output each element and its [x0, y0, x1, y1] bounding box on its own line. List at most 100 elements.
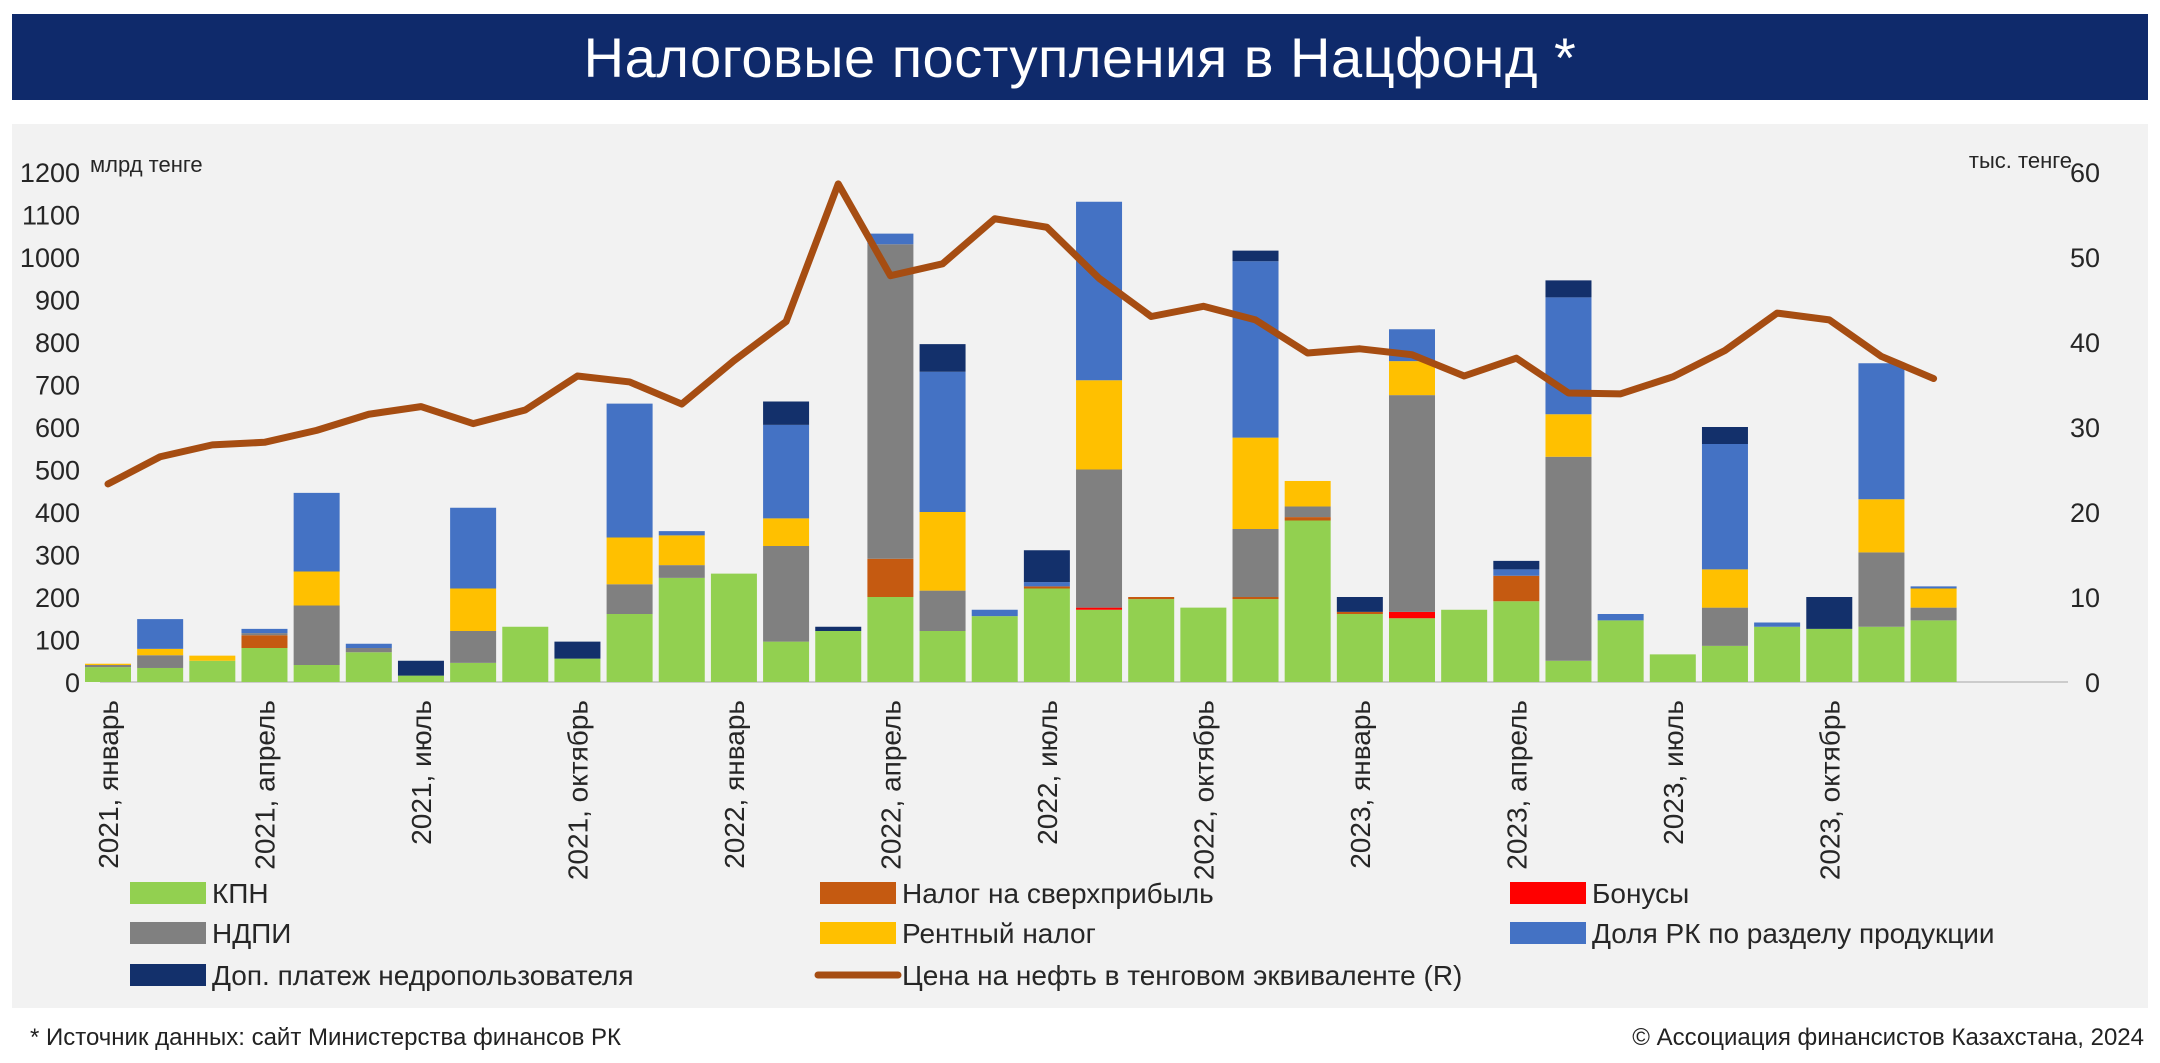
- bar-segment: [1023, 588, 1070, 682]
- bar-segment: [763, 401, 810, 425]
- bar-segment: [606, 584, 653, 614]
- bar-segment: [1232, 597, 1279, 600]
- bar-segment: [1754, 626, 1801, 682]
- bar-segment: [189, 660, 236, 682]
- right-tick-label: 20: [2070, 498, 2100, 528]
- legend-label: Цена на нефть в тенговом эквиваленте (R): [902, 960, 1462, 991]
- left-tick-label: 1100: [22, 201, 80, 231]
- bar-segment: [867, 597, 914, 682]
- legend-label: НДПИ: [212, 918, 291, 949]
- x-tick-label: 2021, октябрь: [562, 700, 593, 880]
- x-tick-label: 2022, январь: [719, 700, 750, 869]
- bar-segment: [1232, 599, 1279, 682]
- bar-segment: [1076, 609, 1123, 682]
- bar-segment: [919, 371, 966, 512]
- x-tick-label: 2022, июль: [1032, 700, 1063, 845]
- x-tick-label: 2023, апрель: [1501, 700, 1532, 870]
- bar-segment: [763, 641, 810, 682]
- bar-segment: [450, 631, 497, 663]
- bar-segment: [345, 652, 392, 682]
- left-tick-label: 800: [35, 328, 80, 358]
- bar-segment: [1545, 660, 1592, 682]
- bar-segment: [1441, 609, 1488, 682]
- left-tick-label: 0: [65, 668, 80, 698]
- oil-price-line: [104, 180, 1938, 488]
- legend-swatch: [820, 882, 896, 904]
- bar-segment: [1701, 607, 1748, 646]
- bar-segment: [658, 531, 705, 536]
- legend-swatch: [820, 922, 896, 944]
- bar-segment: [1336, 614, 1383, 682]
- bar-segment: [85, 667, 131, 682]
- bar-segment: [867, 233, 914, 245]
- bar-segment: [658, 535, 705, 566]
- legend-label: Доля РК по разделу продукции: [1592, 918, 1995, 949]
- bar-segment: [606, 614, 653, 682]
- bar-segment: [710, 573, 757, 682]
- left-tick-label: 700: [35, 371, 80, 401]
- x-tick-label: 2023, июль: [1658, 700, 1689, 845]
- bar-segment: [919, 590, 966, 631]
- line-layer: [104, 180, 1938, 488]
- right-tick-label: 10: [2070, 583, 2100, 613]
- bar-segment: [1336, 611, 1383, 614]
- bar-segment: [85, 665, 131, 668]
- bar-segment: [763, 424, 810, 519]
- bar-segment: [1493, 601, 1540, 682]
- bar-segment: [658, 565, 705, 578]
- bar-segment: [763, 518, 810, 546]
- bar-segment: [137, 667, 184, 682]
- left-tick-label: 200: [35, 583, 80, 613]
- bar-segment: [137, 648, 184, 656]
- bar-segment: [1545, 414, 1592, 457]
- left-tick-label: 1200: [20, 158, 80, 188]
- bar-segment: [293, 605, 340, 665]
- bar-segment: [1493, 575, 1540, 602]
- left-tick-label: 100: [35, 626, 80, 656]
- bar-segment: [1180, 607, 1227, 682]
- x-tick-label: 2021, июль: [406, 700, 437, 845]
- bar-segment: [1336, 597, 1383, 612]
- bar-segment: [1597, 614, 1644, 621]
- left-tick-label: 500: [35, 456, 80, 486]
- bar-segment: [1128, 597, 1175, 600]
- bar-segment: [241, 648, 288, 682]
- x-tick-label: 2021, январь: [93, 700, 124, 869]
- bar-segment: [1910, 607, 1957, 621]
- left-tick-label: 600: [35, 413, 80, 443]
- legend-swatch: [130, 922, 206, 944]
- bar-segment: [293, 665, 340, 682]
- bar-segment: [1023, 550, 1070, 583]
- bar-segment: [1858, 363, 1905, 500]
- bar-segment: [1806, 597, 1853, 629]
- bar-segment: [1128, 599, 1175, 682]
- bar-segment: [1232, 261, 1279, 438]
- bar-segment: [1284, 506, 1331, 518]
- legend-label: Доп. платеж недропользователя: [212, 960, 634, 991]
- x-tick-label: 2022, апрель: [875, 700, 906, 870]
- bar-segment: [554, 641, 601, 659]
- x-tick-label: 2022, октябрь: [1188, 700, 1219, 880]
- bar-segment: [450, 588, 497, 631]
- bar-segment: [1701, 569, 1748, 608]
- bar-segment: [345, 648, 392, 653]
- bar-segment: [919, 631, 966, 682]
- bar-segment: [241, 633, 288, 636]
- bar-segment: [1910, 620, 1957, 682]
- bar-segment: [293, 571, 340, 606]
- bar-segment: [867, 558, 914, 597]
- bar-segment: [658, 577, 705, 682]
- x-tick-label: 2023, октябрь: [1814, 700, 1845, 880]
- bar-segment: [1076, 469, 1123, 608]
- bar-segment: [1389, 395, 1435, 612]
- bar-segment: [1649, 654, 1696, 682]
- bar-segment: [1232, 250, 1279, 262]
- bar-segment: [606, 537, 653, 585]
- bar-segment: [1023, 586, 1070, 589]
- bar-segment: [1858, 499, 1905, 553]
- left-tick-label: 300: [35, 541, 80, 571]
- bar-segment: [293, 492, 340, 572]
- right-tick-label: 40: [2070, 328, 2100, 358]
- bar-segment: [1023, 582, 1070, 587]
- source-footnote: * Источник данных: сайт Министерства фин…: [30, 1024, 621, 1051]
